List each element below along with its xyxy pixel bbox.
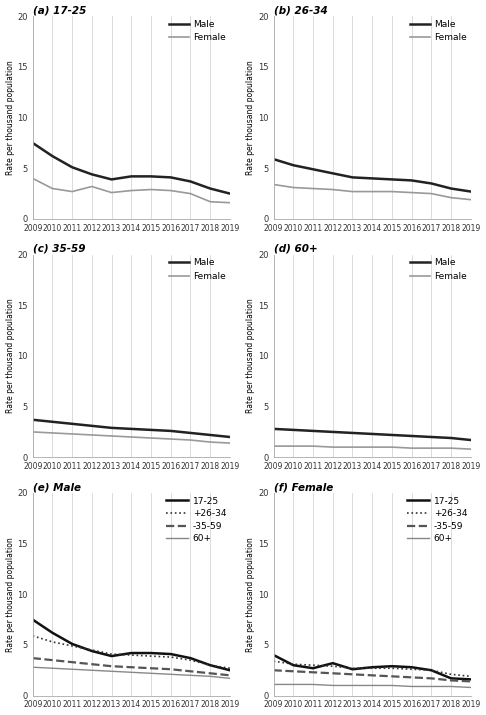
Legend: Male, Female: Male, Female — [409, 19, 468, 44]
Y-axis label: Rate per thousand population: Rate per thousand population — [246, 60, 256, 175]
Text: (f) Female: (f) Female — [274, 482, 333, 492]
Legend: Male, Female: Male, Female — [168, 19, 227, 44]
Text: (d) 60+: (d) 60+ — [274, 244, 317, 254]
Legend: 17-25, +26-34, -35-59, 60+: 17-25, +26-34, -35-59, 60+ — [165, 495, 227, 544]
Text: (c) 35-59: (c) 35-59 — [33, 244, 85, 254]
Legend: 17-25, +26-34, -35-59, 60+: 17-25, +26-34, -35-59, 60+ — [406, 495, 468, 544]
Legend: Male, Female: Male, Female — [409, 257, 468, 282]
Text: (e) Male: (e) Male — [33, 482, 81, 492]
Legend: Male, Female: Male, Female — [168, 257, 227, 282]
Y-axis label: Rate per thousand population: Rate per thousand population — [246, 537, 256, 651]
Text: (a) 17-25: (a) 17-25 — [33, 6, 86, 16]
Y-axis label: Rate per thousand population: Rate per thousand population — [5, 299, 15, 413]
Y-axis label: Rate per thousand population: Rate per thousand population — [246, 299, 256, 413]
Y-axis label: Rate per thousand population: Rate per thousand population — [5, 537, 15, 651]
Text: (b) 26-34: (b) 26-34 — [274, 6, 328, 16]
Y-axis label: Rate per thousand population: Rate per thousand population — [5, 60, 15, 175]
